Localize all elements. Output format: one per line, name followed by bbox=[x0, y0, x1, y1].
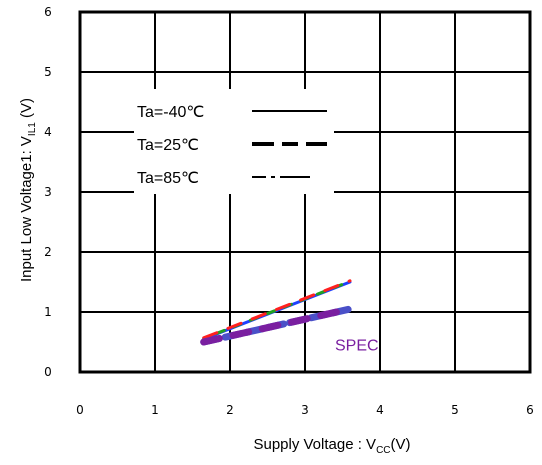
legend: Ta=-40℃ Ta=25℃ Ta=85℃ bbox=[137, 104, 327, 187]
y-tick-label: 0 bbox=[44, 365, 52, 379]
y-tick-label: 3 bbox=[44, 185, 52, 199]
series-line bbox=[200, 305, 354, 346]
y-tick-label: 6 bbox=[44, 5, 52, 19]
x-axis-label-subscript: CC bbox=[376, 445, 390, 456]
x-tick-label: 2 bbox=[226, 403, 234, 417]
y-axis-label-main: Input Low Voltage1: V bbox=[18, 136, 35, 282]
x-tick-labels: 0 1 2 3 4 5 6 bbox=[76, 403, 534, 417]
y-tick-label: 4 bbox=[44, 125, 52, 139]
legend-label: Ta=-40℃ bbox=[137, 104, 204, 121]
series-layer bbox=[200, 279, 354, 346]
x-tick-label: 0 bbox=[76, 403, 84, 417]
series-line bbox=[202, 279, 352, 340]
y-tick-label: 1 bbox=[44, 305, 52, 319]
x-tick-label: 1 bbox=[151, 403, 159, 417]
y-tick-label: 2 bbox=[44, 245, 52, 259]
spec-annotation: SPEC bbox=[335, 337, 379, 354]
legend-label: Ta=25℃ bbox=[137, 137, 199, 154]
y-axis-label-subscript: IL1 bbox=[27, 122, 38, 136]
y-axis-label-unit: (V) bbox=[18, 98, 35, 122]
x-tick-label: 5 bbox=[451, 403, 459, 417]
x-axis-label: Supply Voltage : VCC(V) bbox=[253, 436, 410, 456]
annotation-layer: SPEC bbox=[335, 337, 379, 354]
legend-label: Ta=85℃ bbox=[137, 170, 199, 187]
x-tick-label: 3 bbox=[301, 403, 309, 417]
y-axis-label: Input Low Voltage1: VIL1 (V) bbox=[18, 98, 38, 282]
y-tick-labels: 0 1 2 3 4 5 6 bbox=[44, 5, 52, 379]
x-tick-label: 6 bbox=[526, 403, 534, 417]
y-tick-label: 5 bbox=[44, 65, 52, 79]
plot-frame bbox=[78, 10, 532, 374]
x-axis-label-main: Supply Voltage : V bbox=[253, 436, 376, 453]
x-tick-label: 4 bbox=[376, 403, 384, 417]
x-axis-label-unit: (V) bbox=[391, 436, 411, 453]
